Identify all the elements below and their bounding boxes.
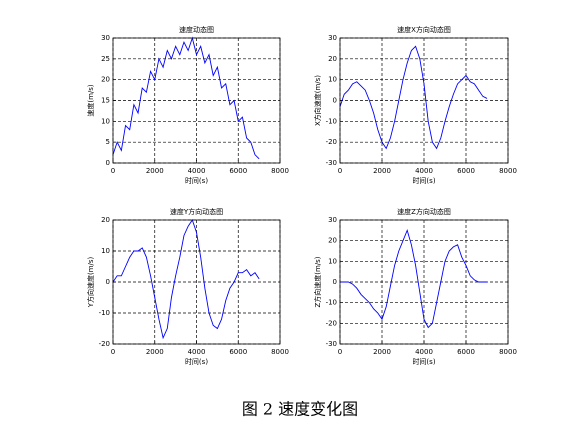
x-axis-label: 时间(s) (185, 357, 208, 366)
y-tick-label: 5 (106, 138, 110, 146)
y-axis-label: Z方向速度(m/s) (313, 256, 322, 307)
axes-box (112, 219, 281, 345)
subplot: 0 2000 4000 6000 8000 -30 -20 -10 0 10 20 30 速度X方向动态… (313, 25, 517, 185)
y-tick-label: 10 (101, 247, 110, 255)
y-tick-label: 20 (328, 237, 337, 245)
x-tick-label: 0 (111, 348, 115, 356)
y-axis-label: X方向速度(m/s) (313, 75, 322, 126)
x-tick-label: 8000 (499, 348, 517, 356)
x-tick-label: 8000 (271, 348, 289, 356)
x-tick-label: 4000 (415, 348, 433, 356)
y-tick-label: 10 (328, 257, 337, 265)
y-tick-label: 25 (101, 55, 110, 63)
y-tick-label: -20 (326, 138, 337, 146)
y-tick-label: 15 (101, 97, 110, 105)
axes-box (339, 37, 509, 164)
x-tick-label: 8000 (271, 167, 289, 175)
y-tick-label: 0 (333, 278, 337, 286)
y-tick-label: -30 (326, 159, 337, 167)
x-tick-label: 4000 (188, 167, 206, 175)
axes-box (112, 37, 281, 164)
x-tick-label: 6000 (229, 167, 247, 175)
y-tick-label: 30 (328, 216, 337, 224)
x-tick-label: 8000 (499, 167, 517, 175)
data-line (339, 45, 488, 150)
x-tick-label: 6000 (229, 348, 247, 356)
x-tick-label: 6000 (457, 348, 475, 356)
y-tick-label: 20 (101, 216, 110, 224)
y-tick-label: 30 (101, 34, 110, 42)
x-tick-label: 2000 (146, 167, 164, 175)
chart-title: 速度X方向动态图 (397, 25, 451, 34)
x-axis-label: 时间(s) (185, 176, 208, 185)
figure-caption: 图 2 速度变化图 (242, 400, 358, 419)
data-line (112, 36, 260, 160)
x-tick-label: 0 (338, 167, 342, 175)
y-tick-label: -10 (326, 299, 337, 307)
subplot: 0 2000 4000 6000 8000 -20 -10 0 10 20 速度Y方向动态图时间(s… (86, 207, 289, 366)
x-tick-label: 2000 (146, 348, 164, 356)
y-tick-label: -20 (326, 319, 337, 327)
y-tick-label: 0 (106, 278, 110, 286)
x-tick-label: 2000 (373, 167, 391, 175)
subplot: 0 2000 4000 6000 8000 -30 -20 -10 0 10 20 30 速度Z方向动态… (313, 207, 517, 366)
chart-title: 速度Y方向动态图 (170, 207, 223, 216)
y-tick-label: -10 (326, 117, 337, 125)
x-tick-label: 0 (338, 348, 342, 356)
x-axis-label: 时间(s) (412, 357, 435, 366)
y-tick-label: 20 (101, 76, 110, 84)
x-tick-label: 0 (111, 167, 115, 175)
y-tick-label: -10 (99, 309, 110, 317)
y-tick-label: -30 (326, 340, 337, 348)
y-tick-label: -20 (99, 340, 110, 348)
x-tick-label: 4000 (188, 348, 206, 356)
y-tick-label: 0 (333, 97, 337, 105)
x-tick-label: 4000 (415, 167, 433, 175)
y-tick-label: 10 (328, 76, 337, 84)
axes-box (339, 219, 509, 345)
chart-title: 速度动态图 (179, 25, 214, 34)
data-line (112, 218, 260, 340)
x-tick-label: 6000 (457, 167, 475, 175)
y-tick-label: 30 (328, 34, 337, 42)
y-tick-label: 20 (328, 55, 337, 63)
data-line (340, 228, 487, 329)
y-axis-label: 速度(m/s) (86, 84, 95, 117)
x-tick-label: 2000 (373, 348, 391, 356)
chart-title: 速度Z方向动态图 (397, 207, 451, 216)
x-axis-label: 时间(s) (412, 176, 435, 185)
y-axis-label: Y方向速度(m/s) (86, 256, 95, 308)
y-tick-label: 10 (101, 117, 110, 125)
y-tick-label: 0 (106, 159, 110, 167)
